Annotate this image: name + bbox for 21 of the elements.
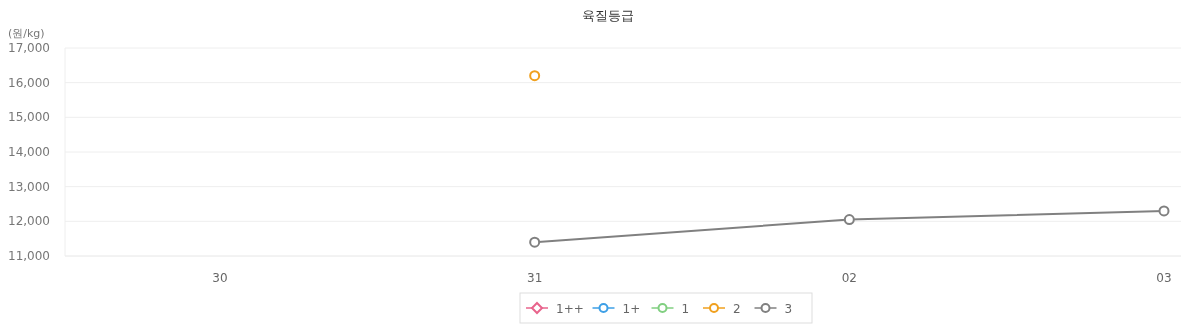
legend-label: 3 [784, 302, 793, 316]
chart-title: 육질등급 [582, 8, 634, 23]
y-axis-title: (원/kg) [8, 27, 45, 40]
y-tick-label: 17,000 [8, 41, 50, 55]
legend-label: 2 [733, 302, 741, 316]
x-tick-label: 02 [841, 271, 857, 285]
legend-label: 1++ [556, 302, 584, 316]
point [529, 236, 541, 248]
legend-label: 1+ [622, 302, 641, 316]
y-tick-label: 14,000 [8, 145, 50, 159]
y-tick-label: 11,000 [8, 249, 50, 263]
y-tick-label: 15,000 [8, 110, 50, 125]
x-tick-label: 03 [1156, 271, 1172, 285]
y-tick-label: 16,000 [8, 75, 50, 90]
legend-label: 1 [681, 302, 690, 316]
y-tick-label: 13,000 [8, 179, 50, 194]
point [843, 214, 855, 226]
x-tick-label: 31 [527, 271, 543, 285]
y-tick-label: 12,000 [8, 214, 50, 229]
point [1158, 205, 1170, 217]
x-tick-label: 30 [212, 271, 228, 285]
